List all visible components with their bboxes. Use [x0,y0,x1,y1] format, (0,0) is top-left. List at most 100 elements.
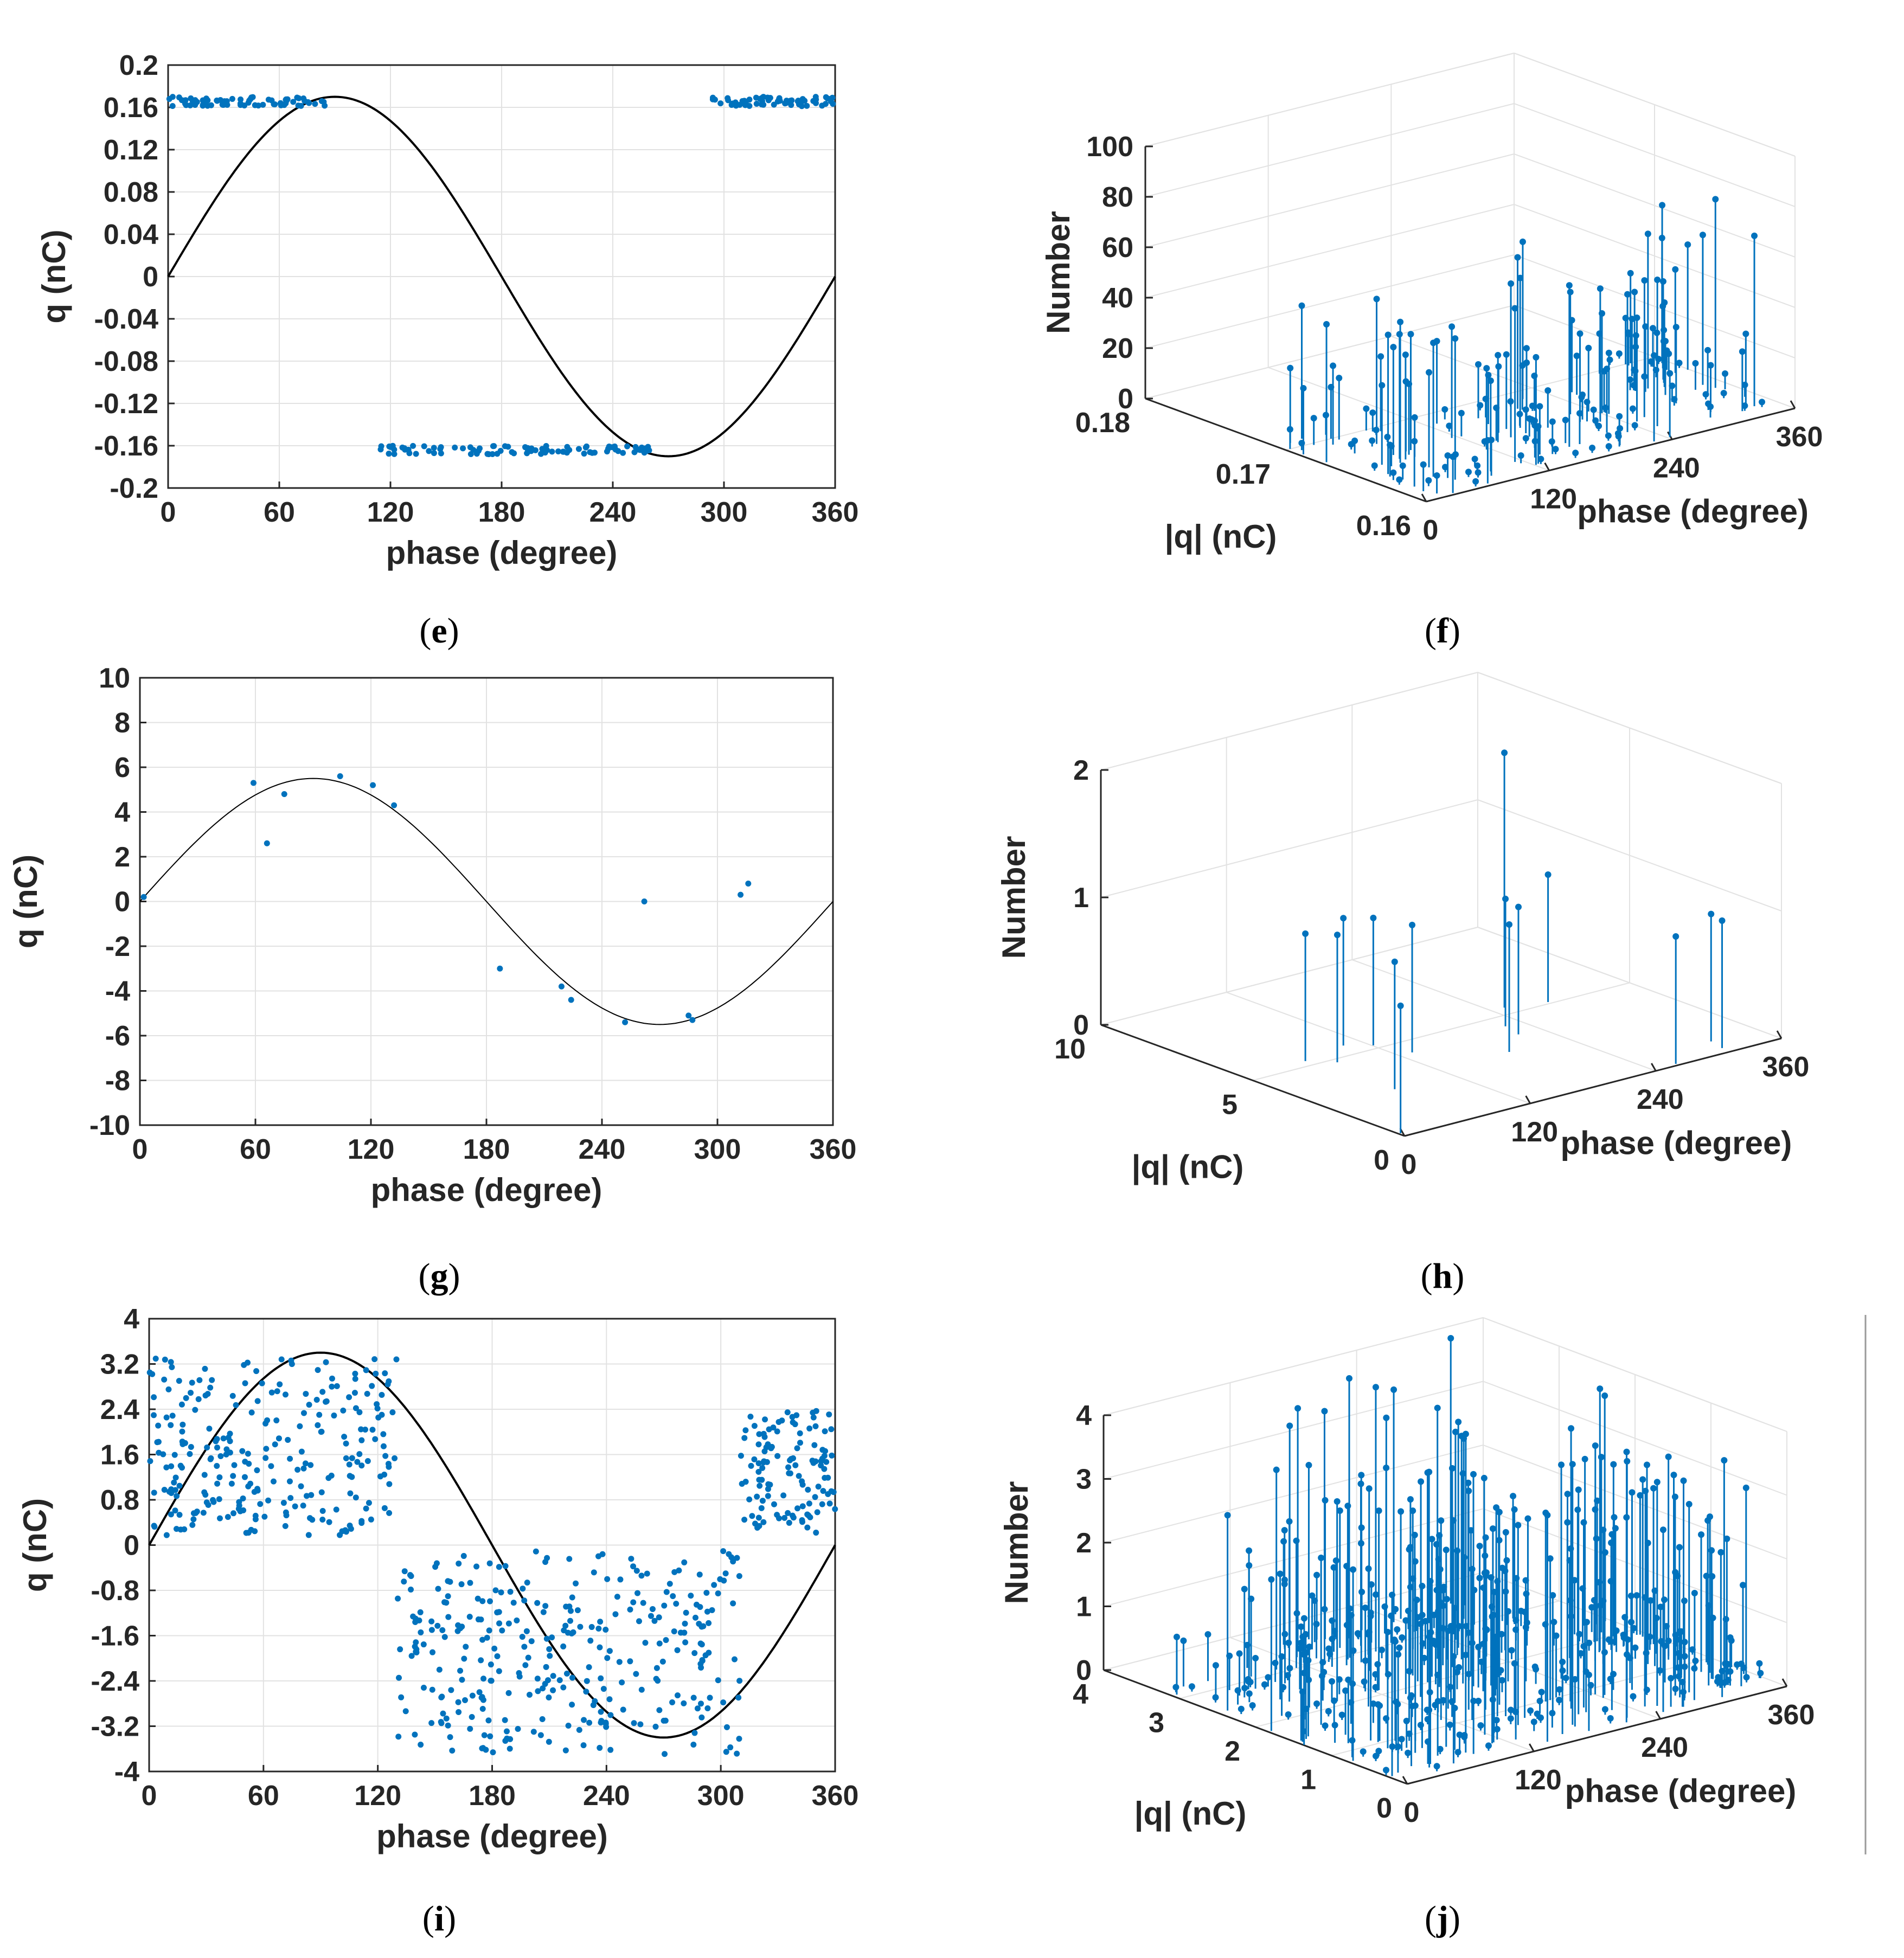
data-point [799,1503,806,1510]
stem-marker [1438,1517,1445,1524]
data-point [169,1364,175,1370]
stem-marker [1434,1404,1441,1411]
stem-marker [1346,1375,1353,1382]
data-point [261,1513,268,1520]
stem-marker [1592,417,1599,424]
data-point [448,1687,454,1693]
data-point [432,1564,439,1570]
data-point [562,1747,569,1754]
data-point [814,1509,820,1516]
stem-marker [1519,238,1526,245]
data-point [391,451,398,457]
data-point [443,1715,450,1722]
data-point [456,1709,462,1715]
data-point [595,1553,602,1559]
data-point [534,1675,541,1682]
data-point [768,1443,775,1450]
data-point [549,448,555,455]
data-point [498,1589,504,1596]
stem-marker [1261,1681,1268,1688]
stem-marker [1503,351,1510,358]
stem-marker [1355,1630,1362,1638]
y-tick-label: 0.2 [119,50,158,81]
data-point [546,1738,552,1745]
data-point [488,1678,495,1684]
data-point [765,1493,771,1499]
data-point [460,445,466,452]
data-point [582,444,589,451]
data-point [343,1455,349,1461]
stem-marker [1470,1697,1477,1704]
data-point [429,1649,436,1655]
x-tick-label: 120 [367,497,414,528]
z-tick-label: 80 [1102,182,1133,213]
stem-marker [1343,1563,1350,1570]
box-edge [1483,1317,1787,1432]
data-point [386,451,392,457]
data-point [480,1675,487,1682]
x-tick-label: 240 [1637,1084,1684,1115]
stem-marker [1365,1565,1372,1572]
x-tick-label: 300 [694,1134,741,1165]
stem-marker [1575,1486,1582,1493]
data-point [786,1519,792,1526]
stem-marker [1394,1743,1401,1750]
data-point [379,1411,385,1418]
data-point [274,1388,280,1395]
stem-marker [1418,1478,1425,1485]
stem-marker [1597,285,1604,292]
stem-marker [1471,455,1478,463]
stem-marker [1371,462,1378,469]
data-point [447,1578,453,1585]
stem-marker [1391,958,1398,965]
data-point [168,1422,174,1428]
stem-marker [1699,232,1706,239]
y-tick-label: -0.8 [91,1575,139,1607]
data-point [242,1459,248,1465]
y-tick-label: 0 [143,261,158,293]
data-point [402,1708,409,1715]
data-point [636,1618,643,1625]
stem-marker [1424,1469,1431,1476]
stem-marker [1384,1628,1391,1635]
stem-marker [1526,415,1533,422]
y-axis-line [1103,1669,1408,1785]
stem-marker [1334,1498,1341,1505]
x-tick-label: 300 [697,1780,745,1812]
x-tick-label: 0 [1401,1149,1417,1180]
stem-marker [1508,1647,1515,1654]
stem-marker [1488,1574,1495,1581]
data-point [543,1635,550,1642]
y-tick-label: 8 [114,708,130,739]
y-tick-label: 1 [1300,1764,1316,1796]
data-point [207,1384,214,1391]
stem-marker [1224,1512,1231,1519]
data-point [597,1619,604,1625]
stem-marker [1637,1492,1644,1499]
data-point [379,1392,385,1398]
stem-marker [1589,444,1596,451]
data-point [268,1389,275,1396]
grid-line-wall-z [1483,1445,1787,1559]
stem-marker [1601,1706,1608,1713]
data-point [277,1381,283,1388]
x-tick-label: 300 [701,497,748,528]
data-point [758,1505,765,1511]
data-point [300,1503,306,1509]
stem-marker [1372,1384,1379,1391]
data-point [475,1595,481,1602]
stem-marker [1265,1674,1272,1681]
data-point [216,1515,223,1522]
stem-marker [1706,1513,1713,1520]
data-point [229,1392,236,1399]
stem-marker [1383,1414,1390,1421]
data-point [196,1377,203,1383]
y-tick-label: 0.17 [1216,459,1271,490]
stem-marker [1558,1461,1565,1468]
data-point [681,1559,688,1565]
x-tick-label: 180 [463,1134,510,1165]
data-point [825,1474,831,1481]
data-point [820,1488,826,1494]
data-point [435,1585,441,1592]
stem-marker [1572,1675,1579,1683]
